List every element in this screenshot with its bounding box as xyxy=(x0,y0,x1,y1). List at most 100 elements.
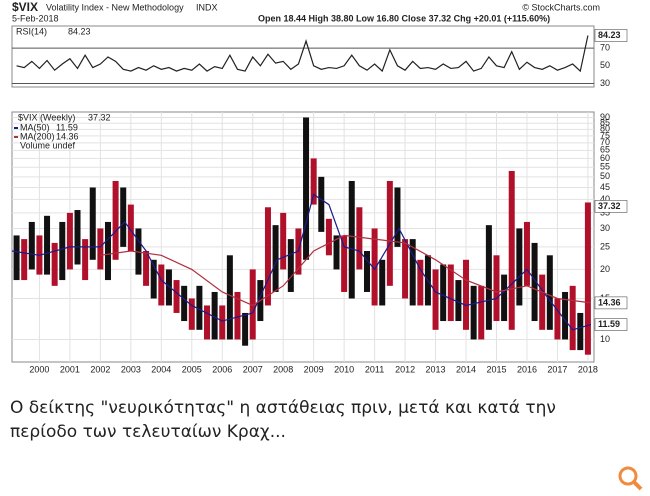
range-bar xyxy=(569,285,576,351)
y-tick-label: 20 xyxy=(600,264,610,274)
range-bar xyxy=(341,235,348,292)
range-bar xyxy=(318,176,325,232)
range-bar xyxy=(104,221,111,281)
y-tick-label: 45 xyxy=(600,182,610,192)
caption: Ο δείκτης "νευρικότητας" η αστάθειας πρι… xyxy=(10,398,556,442)
range-bar xyxy=(539,274,546,330)
range-bar xyxy=(508,170,515,330)
y-tick-label: 25 xyxy=(600,241,610,251)
value-badge-label: 84.23 xyxy=(598,30,621,40)
quote: Open 18.44 High 38.80 Low 16.80 Close 37… xyxy=(258,13,550,23)
range-bar xyxy=(196,285,203,330)
x-tick-label: 2014 xyxy=(456,364,476,374)
x-tick-label: 2008 xyxy=(273,364,293,374)
range-bar xyxy=(188,298,195,330)
y-tick-label: 55 xyxy=(600,162,610,172)
legend-value: 11.59 xyxy=(56,122,78,132)
range-bar xyxy=(82,239,89,281)
range-bar xyxy=(516,228,523,306)
range-bar xyxy=(226,255,233,340)
x-tick-label: 2006 xyxy=(212,364,232,374)
range-bar xyxy=(485,225,492,330)
range-bar xyxy=(584,202,591,355)
range-bar xyxy=(417,259,424,306)
y-tick-label: 50 xyxy=(600,171,610,181)
range-bar xyxy=(577,312,584,351)
moving-average-line xyxy=(11,193,592,331)
range-bar xyxy=(371,228,378,306)
range-bar xyxy=(280,212,287,270)
range-bar xyxy=(21,239,28,281)
y-tick-label: 70 xyxy=(600,137,610,147)
range-bar xyxy=(28,221,35,270)
range-bar xyxy=(219,305,226,340)
date: 5-Feb-2018 xyxy=(12,13,59,23)
legend-label: $VIX (Weekly) xyxy=(18,112,75,122)
range-bar xyxy=(120,187,127,247)
value-badge xyxy=(594,200,628,213)
x-tick-label: 2017 xyxy=(547,364,567,374)
main-frame xyxy=(11,111,595,363)
legend-label: MA(200) xyxy=(20,131,55,141)
range-bar xyxy=(402,239,409,299)
y-tick-label: 10 xyxy=(600,334,610,344)
y-tick-label: 75 xyxy=(600,130,610,140)
x-tick-label: 2004 xyxy=(151,364,171,374)
x-tick-label: 2012 xyxy=(395,364,415,374)
range-bar xyxy=(158,264,165,306)
range-bar xyxy=(249,269,256,340)
range-bar xyxy=(394,187,401,247)
x-tick-label: 2013 xyxy=(426,364,446,374)
legend-label: MA(50) xyxy=(20,122,50,132)
range-bar xyxy=(478,285,485,340)
range-bar xyxy=(272,225,279,292)
range-bar xyxy=(242,312,249,346)
range-bar xyxy=(287,239,294,292)
range-bar xyxy=(303,117,310,260)
range-bar xyxy=(333,235,340,270)
x-tick-label: 2015 xyxy=(486,364,506,374)
y-tick-label: 40 xyxy=(600,194,610,204)
range-bar xyxy=(447,264,454,322)
range-bar xyxy=(501,274,508,322)
value-badge xyxy=(594,29,628,42)
y-tick-label: 65 xyxy=(600,145,610,155)
value-badge-label: 37.32 xyxy=(598,201,621,211)
y-tick-label: 80 xyxy=(600,124,610,134)
x-tick-label: 2011 xyxy=(365,364,384,374)
range-bar xyxy=(493,255,500,322)
legend-value: 14.36 xyxy=(56,131,79,141)
range-bar xyxy=(325,218,332,256)
panel-last: 84.23 xyxy=(68,26,91,36)
range-bar xyxy=(204,305,211,340)
legend-label: Volume undef xyxy=(20,140,76,150)
x-tick-label: 2009 xyxy=(304,364,324,374)
range-bar xyxy=(463,259,470,330)
y-tick-label: 70 xyxy=(600,42,610,52)
rsi-frame xyxy=(11,25,595,88)
rsi-line xyxy=(16,35,589,73)
x-tick-label: 2003 xyxy=(121,364,141,374)
range-bar xyxy=(66,212,73,270)
range-bar xyxy=(310,158,317,205)
range-bar xyxy=(51,242,58,286)
range-bar xyxy=(531,242,538,322)
range-bar xyxy=(409,239,416,306)
value-badge-label: 14.36 xyxy=(598,297,621,307)
range-bar xyxy=(348,180,355,299)
value-badge-label: 11.59 xyxy=(598,319,620,329)
range-bar xyxy=(181,285,188,322)
range-bar xyxy=(386,180,393,286)
range-bar xyxy=(211,291,218,340)
x-tick-label: 2016 xyxy=(517,364,537,374)
x-tick-label: 2007 xyxy=(243,364,263,374)
chart: $VIX Volatility Index - New Methodology … xyxy=(11,0,628,374)
range-bar xyxy=(470,285,477,340)
range-bar xyxy=(554,298,561,340)
range-bar xyxy=(356,207,363,270)
range-bar xyxy=(562,291,569,340)
y-tick-label: 85 xyxy=(600,118,610,128)
moving-average-line xyxy=(100,234,592,307)
y-tick-label: 60 xyxy=(600,153,610,163)
